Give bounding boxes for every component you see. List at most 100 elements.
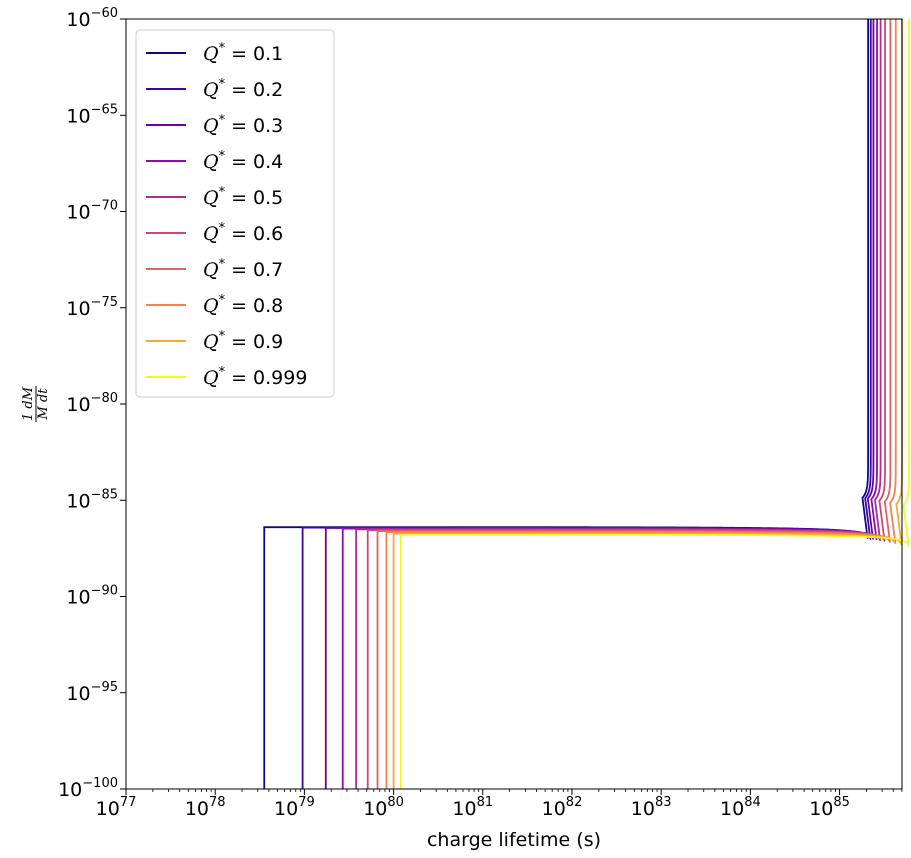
series-line — [341, 19, 878, 789]
x-tick-label: 1084 — [720, 795, 761, 820]
x-tick-exponent: 80 — [387, 795, 404, 810]
y-tick-exponent: −60 — [91, 6, 118, 21]
x-tick-exponent: 84 — [744, 795, 761, 810]
legend-superscript: * — [219, 365, 226, 380]
legend-entry: Q* = 0.4 — [203, 149, 283, 173]
legend-superscript: * — [219, 257, 226, 272]
legend-entry: Q* = 0.6 — [203, 221, 283, 245]
legend-symbol: Q — [203, 151, 219, 173]
y-axis-label-denominator: M dt — [36, 388, 51, 421]
legend-items: Q* = 0.1Q* = 0.2Q* = 0.3Q* = 0.4Q* = 0.5Q* = 0… — [146, 41, 307, 389]
x-tick-label: 1077 — [96, 795, 137, 820]
series-line — [392, 19, 903, 789]
x-tick-label: 1078 — [185, 795, 226, 820]
x-tick-exponent: 81 — [477, 795, 494, 810]
y-tick-label: 10−80 — [66, 391, 118, 416]
legend-label: = 0.8 — [231, 295, 283, 317]
series-layer — [263, 19, 911, 789]
legend-entry: Q* = 0.9 — [203, 329, 283, 353]
legend-label: = 0.9 — [231, 331, 283, 353]
y-tick-exponent: −100 — [82, 776, 118, 791]
x-axis: 1077 1078 1079 1080 1081 1082 1083 1084 1085 — [96, 789, 903, 820]
y-axis-label: 1 dM M dt — [21, 386, 51, 422]
x-tick-exponent: 77 — [120, 795, 137, 810]
legend-entry: Q* = 0.3 — [203, 113, 283, 137]
y-tick-exponent: −85 — [91, 487, 118, 502]
y-tick-exponent: −90 — [91, 584, 118, 599]
x-tick-exponent: 79 — [298, 795, 315, 810]
x-tick-base: 10 — [452, 798, 476, 820]
y-tick-base: 10 — [66, 587, 90, 609]
x-tick-label: 1079 — [274, 795, 315, 820]
legend-symbol: Q — [203, 115, 219, 137]
series-line — [376, 19, 892, 789]
legend-symbol: Q — [203, 259, 219, 281]
legend-label: = 0.7 — [231, 259, 283, 281]
x-tick-exponent: 83 — [655, 795, 672, 810]
series-line — [324, 19, 875, 789]
y-tick-label: 10−75 — [66, 295, 118, 320]
x-tick-exponent: 82 — [566, 795, 583, 810]
legend-entry: Q* = 0.2 — [203, 77, 283, 101]
legend-superscript: * — [219, 293, 226, 308]
legend-symbol: Q — [203, 295, 219, 317]
series-line — [263, 19, 870, 789]
y-tick-label: 10−95 — [66, 680, 118, 705]
legend-symbol: Q — [203, 331, 219, 353]
y-axis: 10−6010−6510−7010−7510−8010−8510−9010−95… — [58, 6, 126, 801]
x-tick-label: 1085 — [809, 795, 850, 820]
x-tick-base: 10 — [720, 798, 744, 820]
x-tick-label: 1081 — [452, 795, 493, 820]
legend-label: = 0.5 — [231, 187, 283, 209]
y-tick-base: 10 — [66, 298, 90, 320]
y-tick-base: 10 — [66, 105, 90, 127]
legend-label: = 0.6 — [231, 223, 283, 245]
y-tick-base: 10 — [66, 683, 90, 705]
x-tick-label: 1080 — [363, 795, 404, 820]
legend-label: = 0.2 — [231, 79, 283, 101]
legend-entry: Q* = 0.7 — [203, 257, 283, 281]
x-tick-base: 10 — [542, 798, 566, 820]
legend-entry: Q* = 0.1 — [203, 41, 283, 65]
legend-symbol: Q — [203, 367, 219, 389]
legend-superscript: * — [219, 113, 226, 128]
y-tick-label: 10−65 — [66, 102, 118, 127]
y-tick-base: 10 — [66, 394, 90, 416]
y-tick-exponent: −65 — [91, 102, 118, 117]
legend-superscript: * — [219, 221, 226, 236]
legend-superscript: * — [219, 149, 226, 164]
y-tick-exponent: −75 — [91, 295, 118, 310]
y-tick-exponent: −95 — [91, 680, 118, 695]
series-line — [399, 19, 911, 789]
y-tick-label: 10−70 — [66, 199, 118, 224]
x-tick-label: 1083 — [631, 795, 672, 820]
x-tick-exponent: 78 — [209, 795, 226, 810]
legend-entry: Q* = 0.8 — [203, 293, 283, 317]
legend-symbol: Q — [203, 43, 219, 65]
x-tick-base: 10 — [363, 798, 387, 820]
y-tick-base: 10 — [66, 9, 90, 31]
series-line — [355, 19, 882, 789]
y-tick-label: 10−100 — [58, 776, 118, 801]
series-line — [385, 19, 897, 789]
series-line — [366, 19, 886, 789]
legend-label: = 0.4 — [231, 151, 283, 173]
y-tick-label: 10−60 — [66, 6, 118, 31]
legend-symbol: Q — [203, 79, 219, 101]
y-tick-base: 10 — [58, 779, 82, 801]
x-tick-base: 10 — [274, 798, 298, 820]
legend-label: = 0.1 — [231, 43, 283, 65]
y-tick-base: 10 — [66, 202, 90, 224]
legend-superscript: * — [219, 185, 226, 200]
legend-label: = 0.3 — [231, 115, 283, 137]
y-tick-label: 10−90 — [66, 584, 118, 609]
legend-label: = 0.999 — [231, 367, 307, 389]
y-tick-exponent: −70 — [91, 199, 118, 214]
x-tick-base: 10 — [96, 798, 120, 820]
y-tick-label: 10−85 — [66, 487, 118, 512]
legend-superscript: * — [219, 77, 226, 92]
legend-superscript: * — [219, 41, 226, 56]
series-line — [301, 19, 872, 789]
legend: Q* = 0.1Q* = 0.2Q* = 0.3Q* = 0.4Q* = 0.5Q* = 0… — [135, 29, 335, 398]
